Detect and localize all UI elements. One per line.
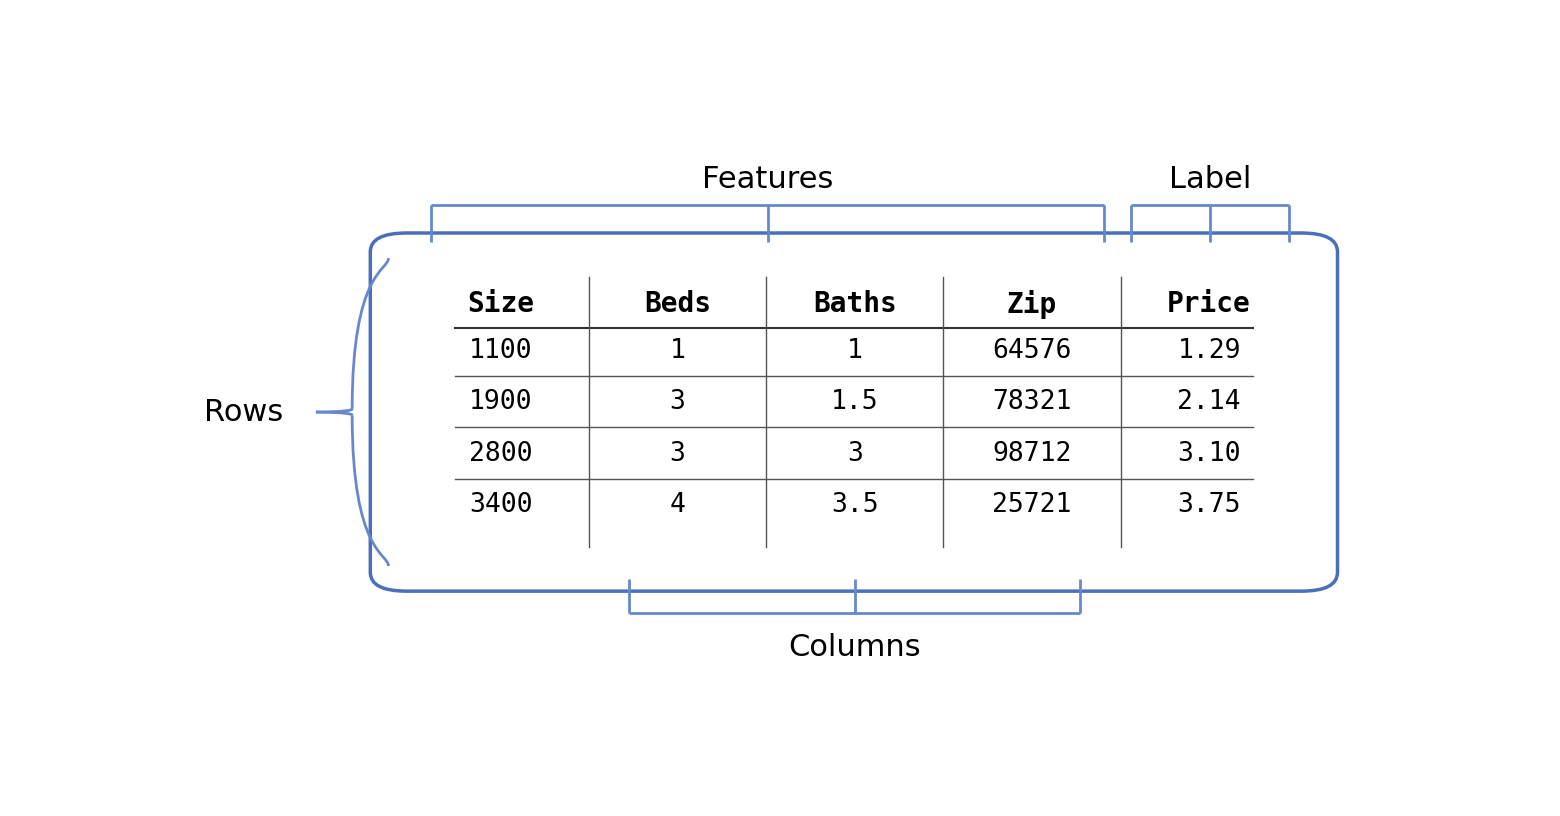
Text: 78321: 78321: [992, 389, 1072, 415]
Text: 3: 3: [669, 441, 685, 467]
Text: 1.29: 1.29: [1178, 338, 1240, 363]
Text: Zip: Zip: [1006, 290, 1058, 318]
Text: 3400: 3400: [468, 492, 532, 518]
Text: Rows: Rows: [204, 397, 282, 427]
Text: 2.14: 2.14: [1178, 389, 1240, 415]
Text: Label: Label: [1168, 165, 1251, 194]
Text: 1: 1: [669, 338, 685, 363]
Text: 3.75: 3.75: [1178, 492, 1240, 518]
Text: 4: 4: [669, 492, 685, 518]
Text: 1.5: 1.5: [831, 389, 878, 415]
Text: 98712: 98712: [992, 441, 1072, 467]
Text: Size: Size: [466, 290, 534, 318]
Text: 3.10: 3.10: [1178, 441, 1240, 467]
Text: 1900: 1900: [468, 389, 532, 415]
Text: 3: 3: [847, 441, 863, 467]
Text: 1100: 1100: [468, 338, 532, 363]
Text: Features: Features: [702, 165, 833, 194]
Text: 3.5: 3.5: [831, 492, 878, 518]
FancyBboxPatch shape: [370, 233, 1337, 591]
Text: 25721: 25721: [992, 492, 1072, 518]
Text: 3: 3: [669, 389, 685, 415]
Text: Price: Price: [1167, 290, 1251, 318]
Text: 1: 1: [847, 338, 863, 363]
Text: Columns: Columns: [788, 633, 920, 663]
Text: Beds: Beds: [644, 290, 711, 318]
Text: Baths: Baths: [813, 290, 897, 318]
Text: 2800: 2800: [468, 441, 532, 467]
Text: 64576: 64576: [992, 338, 1072, 363]
